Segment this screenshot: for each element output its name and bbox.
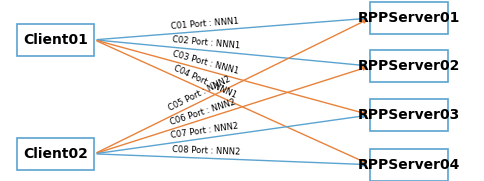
FancyBboxPatch shape	[370, 149, 448, 181]
FancyBboxPatch shape	[17, 138, 94, 170]
Text: C08 Port : NNN2: C08 Port : NNN2	[172, 145, 240, 157]
FancyBboxPatch shape	[370, 2, 448, 34]
Text: C06 Port : NNN2: C06 Port : NNN2	[168, 97, 236, 127]
FancyBboxPatch shape	[370, 99, 448, 131]
Text: C04 Port : NNN1: C04 Port : NNN1	[172, 64, 238, 100]
Text: C05 Port : NNN2: C05 Port : NNN2	[167, 75, 232, 113]
FancyBboxPatch shape	[17, 24, 94, 56]
Text: C01 Port : NNN1: C01 Port : NNN1	[171, 16, 240, 31]
Text: Client02: Client02	[23, 147, 88, 161]
Text: C07 Port : NNN2: C07 Port : NNN2	[170, 122, 239, 140]
Text: RPPServer03: RPPServer03	[358, 108, 460, 122]
Text: C02 Port : NNN1: C02 Port : NNN1	[172, 35, 241, 51]
FancyBboxPatch shape	[370, 50, 448, 82]
Text: RPPServer02: RPPServer02	[358, 59, 460, 73]
Text: Client01: Client01	[23, 33, 88, 47]
Text: RPPServer01: RPPServer01	[358, 11, 460, 25]
Text: C03 Port : NNN1: C03 Port : NNN1	[172, 49, 240, 76]
Text: RPPServer04: RPPServer04	[358, 158, 460, 172]
